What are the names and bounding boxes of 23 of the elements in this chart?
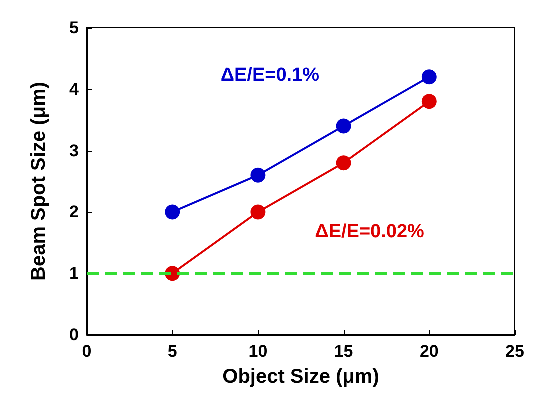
x-tick-label: 25: [506, 342, 524, 361]
x-tick-label: 0: [82, 342, 92, 361]
point: [422, 94, 437, 110]
x-tick-label: 5: [168, 342, 178, 361]
point: [422, 70, 437, 85]
point: [336, 156, 352, 171]
y-axis-title: Beam Spot Size (μm): [28, 82, 50, 281]
point: [336, 118, 352, 134]
y-tick-label: 0: [70, 326, 79, 344]
y-tick-label: 1: [70, 264, 79, 284]
series-label: ΔE/E=0.02%: [315, 222, 425, 243]
y-tick-label: 4: [70, 80, 80, 99]
point: [165, 204, 180, 220]
y-tick-label: 2: [70, 202, 79, 222]
y-tick-label: 5: [70, 18, 79, 38]
x-tick-label: 15: [334, 342, 354, 361]
x-tick-label: 10: [248, 342, 268, 361]
text: ΔE/E=0.1%: [220, 64, 320, 86]
y-tick-label: 3: [70, 141, 79, 160]
x-axis-title: Object Size (μm): [222, 366, 380, 388]
point: [250, 204, 266, 220]
x-tick-label: 20: [420, 342, 439, 361]
point: [250, 168, 266, 183]
